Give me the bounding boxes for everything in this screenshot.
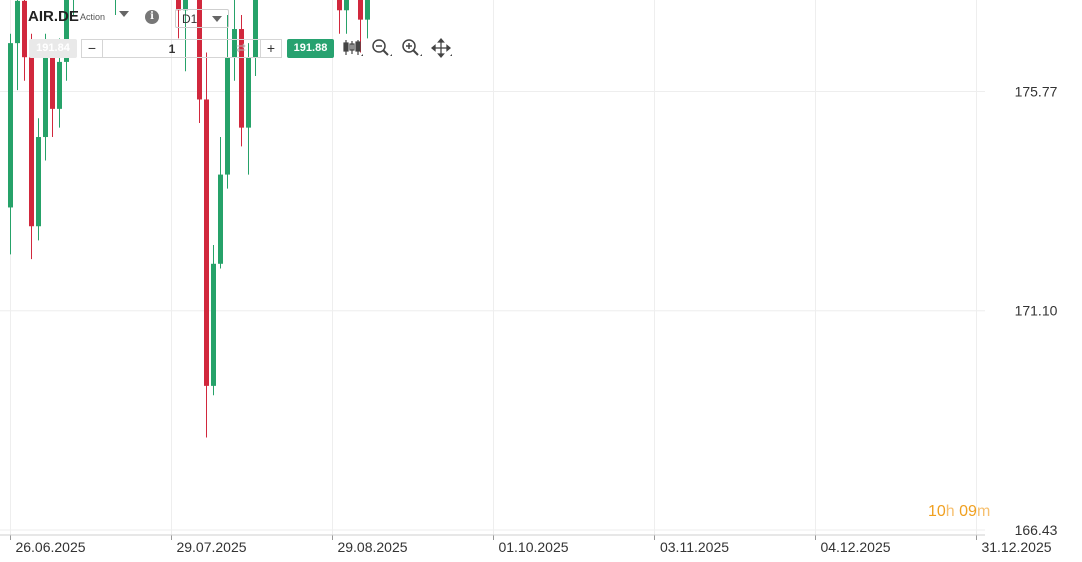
symbol-name[interactable]: AIR.DE <box>28 8 79 25</box>
candle-body <box>218 174 223 264</box>
symbol-type: Action <box>80 12 106 22</box>
x-tick-label: 26.06.2025 <box>15 539 85 555</box>
trade-toolbar: AIR.DE Action i D1 191.84 − 1 ⇄ + 191.88 <box>0 0 460 70</box>
increase-button[interactable]: + <box>260 40 281 57</box>
candle-body <box>50 57 55 109</box>
candle-body <box>344 0 349 11</box>
candle-body <box>253 0 258 58</box>
candle-body <box>246 57 251 128</box>
candle-body <box>232 29 237 58</box>
countdown-minutes-unit: m <box>976 503 991 520</box>
candle-body <box>358 0 363 20</box>
y-tick-label: 171.10 <box>1015 303 1058 319</box>
y-tick-label: 166.43 <box>1015 522 1058 538</box>
candle-body <box>365 0 370 20</box>
candle-body <box>15 0 20 44</box>
swap-icon[interactable]: ⇄ <box>235 41 247 55</box>
candle-body <box>43 57 48 138</box>
x-tick-label: 29.07.2025 <box>176 539 246 555</box>
candlestick-icon[interactable] <box>341 37 363 59</box>
x-tick-label: 29.08.2025 <box>337 539 407 555</box>
candle-body <box>337 0 342 11</box>
candle-body <box>57 61 62 109</box>
timeframe-value: D1 <box>182 12 198 26</box>
countdown-hours: 10 <box>928 503 946 520</box>
candle-body <box>36 137 41 227</box>
move-icon[interactable] <box>430 37 452 59</box>
candle-body <box>29 57 34 227</box>
candle-body <box>22 0 27 58</box>
candle-body <box>197 0 202 100</box>
candle-body <box>8 43 13 208</box>
x-tick-label: 01.10.2025 <box>498 539 568 555</box>
countdown-minutes: 09 <box>959 503 977 520</box>
zoom-out-icon[interactable] <box>370 37 392 59</box>
countdown-hours-unit: h <box>945 503 955 520</box>
candle-body <box>225 57 230 175</box>
timeframe-select[interactable]: D1 <box>175 9 229 28</box>
candle-body <box>183 0 188 11</box>
x-tick-label: 04.12.2025 <box>820 539 890 555</box>
sell-button[interactable]: 191.84 <box>29 39 77 58</box>
zoom-in-icon[interactable] <box>400 37 422 59</box>
chevron-down-icon <box>212 16 222 22</box>
candle-body <box>64 0 69 62</box>
buy-button[interactable]: 191.88 <box>287 39 334 58</box>
candle-body <box>211 263 216 386</box>
quantity-value[interactable]: 1 <box>168 42 176 56</box>
x-tick-label: 31.12.2025 <box>981 539 1051 555</box>
info-icon[interactable]: i <box>145 10 159 24</box>
symbol-dropdown-icon[interactable] <box>119 11 129 17</box>
candle-body <box>176 0 181 11</box>
quantity-stepper[interactable]: − 1 ⇄ + <box>81 39 282 58</box>
candle-body <box>204 99 209 386</box>
y-tick-label: 175.77 <box>1015 83 1058 99</box>
candle-countdown: 10h 09m <box>928 503 990 521</box>
candle-body <box>239 29 244 128</box>
decrease-button[interactable]: − <box>82 40 103 57</box>
x-tick-label: 03.11.2025 <box>660 539 729 555</box>
